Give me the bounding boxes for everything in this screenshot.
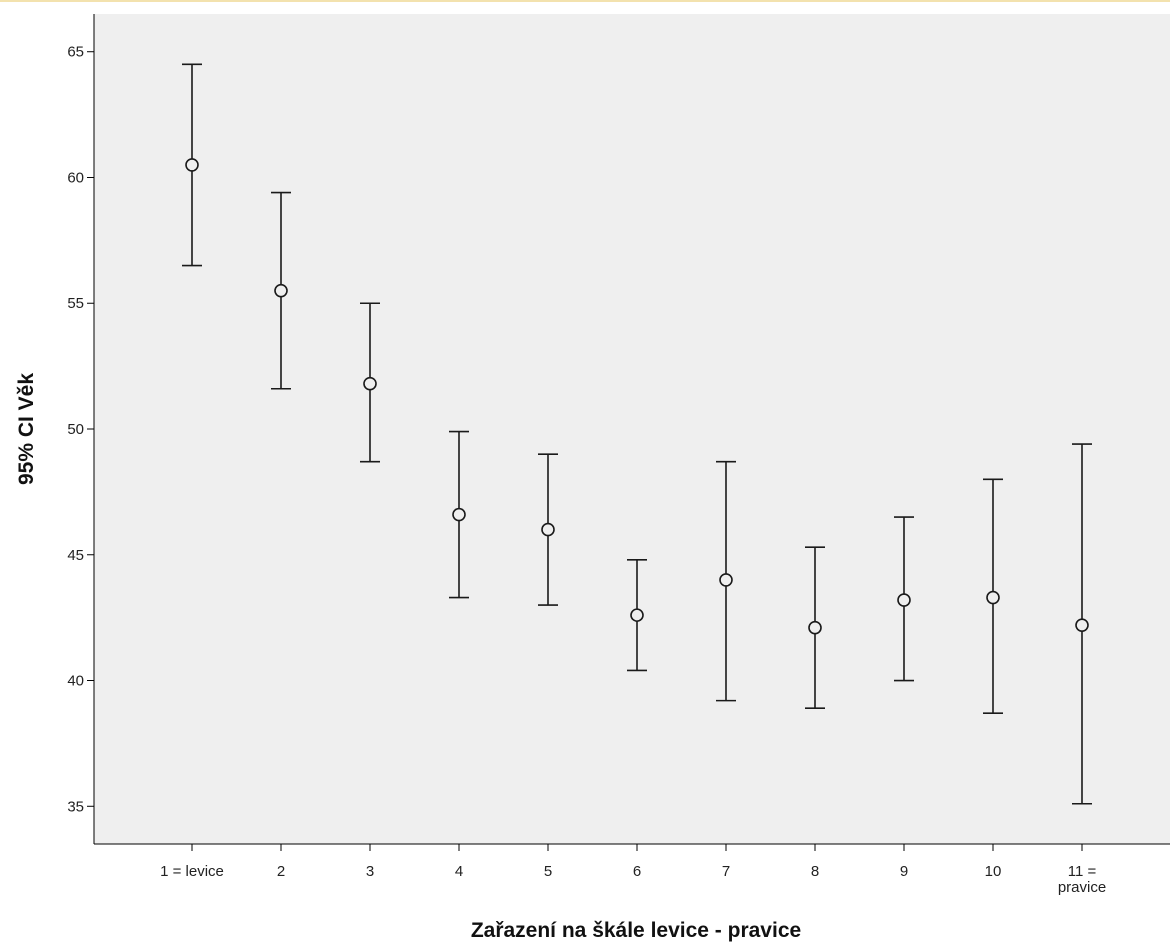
error-bars bbox=[182, 63, 1092, 805]
plot-area bbox=[94, 14, 1170, 844]
mean-point bbox=[363, 376, 377, 391]
x-axis-title: Zařazení na škále levice - pravice bbox=[471, 919, 801, 942]
error-bar bbox=[538, 453, 558, 606]
y-tick-label: 45 bbox=[67, 547, 84, 564]
mean-point bbox=[1075, 618, 1089, 632]
y-tick-label: 50 bbox=[67, 421, 84, 438]
x-tick-label: 8 bbox=[811, 863, 819, 880]
mean-point bbox=[719, 573, 733, 587]
top-border bbox=[0, 0, 1170, 2]
x-axis-ticks: 1 = levice 2 3 4 5 6 7 8 9 10 11 =pravice bbox=[160, 844, 1106, 896]
x-tick-label: pravice bbox=[1058, 879, 1106, 896]
x-tick-label: 4 bbox=[455, 863, 463, 880]
error-bar bbox=[449, 430, 469, 599]
error-bar bbox=[360, 302, 380, 463]
x-tick-label: 1 = levice bbox=[160, 863, 224, 880]
error-bar bbox=[271, 191, 291, 390]
mean-point bbox=[986, 590, 1000, 605]
error-bar bbox=[182, 63, 202, 267]
x-tick-label: 9 bbox=[900, 863, 908, 880]
y-tick-label: 60 bbox=[67, 169, 84, 186]
mean-point bbox=[897, 593, 911, 607]
mean-point bbox=[808, 620, 822, 635]
x-tick-label: 7 bbox=[722, 863, 730, 880]
x-tick-label: 2 bbox=[277, 863, 285, 880]
error-bar bbox=[983, 478, 1003, 715]
mean-point bbox=[630, 608, 644, 622]
error-bar bbox=[805, 546, 825, 709]
x-tick-label: 5 bbox=[544, 863, 552, 880]
mean-point bbox=[452, 507, 466, 522]
mean-point bbox=[274, 283, 288, 298]
y-axis-ticks: 35 40 45 50 55 60 65 bbox=[67, 44, 94, 815]
y-tick-label: 65 bbox=[67, 44, 84, 61]
error-bar bbox=[1072, 443, 1092, 805]
mean-point bbox=[541, 522, 555, 537]
y-axis-title: 95% CI Věk bbox=[15, 373, 38, 485]
error-bar bbox=[627, 558, 647, 672]
y-tick-label: 55 bbox=[67, 295, 84, 312]
error-bar bbox=[716, 460, 736, 702]
x-tick-label: 10 bbox=[985, 863, 1002, 880]
y-tick-label: 40 bbox=[67, 673, 84, 690]
error-bar bbox=[894, 516, 914, 682]
mean-point bbox=[185, 158, 199, 172]
y-tick-label: 35 bbox=[67, 798, 84, 815]
x-tick-label: 6 bbox=[633, 863, 641, 880]
x-tick-label: 11 = bbox=[1068, 863, 1097, 880]
x-tick-label: 3 bbox=[366, 863, 374, 880]
